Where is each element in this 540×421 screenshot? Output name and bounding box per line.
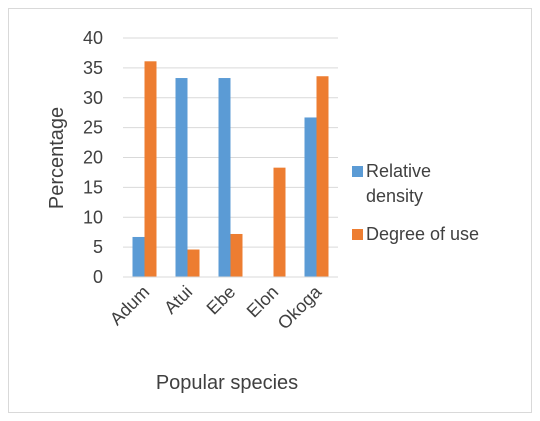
bars <box>132 61 329 278</box>
legend-label: density <box>366 186 423 206</box>
x-tick-label: Ebe <box>203 282 240 319</box>
y-tick-label: 10 <box>83 207 103 227</box>
y-tick-label: 40 <box>83 28 103 48</box>
legend-label: Degree of use <box>366 224 479 244</box>
bar-degree-of-use-adum <box>144 61 157 277</box>
bar-degree-of-use-okoga <box>316 76 329 278</box>
bar-degree-of-use-elon <box>273 167 286 277</box>
y-tick-label: 0 <box>93 267 103 287</box>
x-tick-label: Okoga <box>274 281 326 333</box>
chart-frame: 0 5 10 15 20 25 30 35 40 Adum Atui Ebe Elon Okoga Pe… <box>8 8 532 413</box>
y-tick-label: 25 <box>83 118 103 138</box>
bar-degree-of-use-atui <box>187 249 200 277</box>
y-tick-label: 30 <box>83 88 103 108</box>
y-tick-label: 35 <box>83 58 103 78</box>
x-tick-label: Atui <box>160 282 196 318</box>
x-axis-label: Popular species <box>156 372 298 394</box>
y-tick-label: 15 <box>83 177 103 197</box>
y-tick-label: 5 <box>93 237 103 257</box>
bar-relative-density-okoga <box>304 117 317 277</box>
bar-relative-density-adum <box>132 236 145 277</box>
x-tick-label: Adum <box>106 282 153 329</box>
legend-label: Relative <box>366 161 431 181</box>
bar-relative-density-atui <box>175 78 188 277</box>
legend: Relative density Degree of use <box>352 161 479 244</box>
legend-swatch <box>352 229 363 240</box>
y-tick-label: 20 <box>83 148 103 168</box>
bar-relative-density-ebe <box>218 78 231 277</box>
bar-degree-of-use-ebe <box>230 233 243 277</box>
y-axis-label: Percentage <box>46 107 68 209</box>
y-axis-ticks: 0 5 10 15 20 25 30 35 40 <box>83 28 103 287</box>
legend-swatch <box>352 166 363 177</box>
